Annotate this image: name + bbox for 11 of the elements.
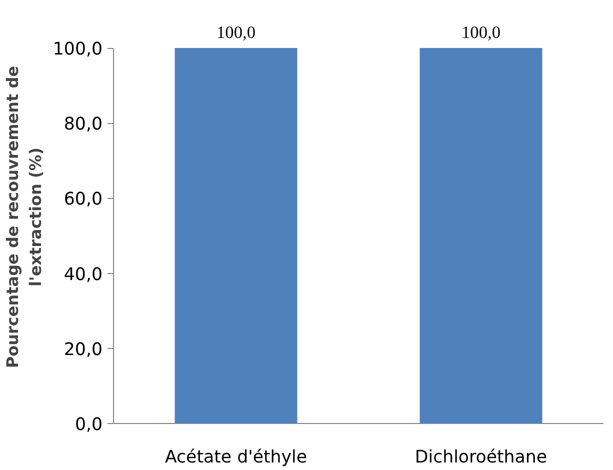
y-tick-label: 80,0	[64, 114, 103, 135]
y-tick-label: 100,0	[52, 40, 103, 60]
data-label: 100,0	[216, 23, 256, 42]
y-axis-title: Pourcentage de recouvrement de l'extraction (%)	[3, 66, 45, 368]
data-label: 100,0	[462, 23, 501, 42]
y-tick-label: 60,0	[64, 190, 103, 210]
x-tick-label: Acétate d'éthyle	[164, 448, 308, 468]
y-tick-label: 0,0	[74, 415, 103, 435]
x-tick-label: Dichloroéthane	[414, 448, 548, 468]
y-tick-label: 40,0	[64, 264, 103, 285]
y-tick-label: 20,0	[64, 340, 103, 360]
